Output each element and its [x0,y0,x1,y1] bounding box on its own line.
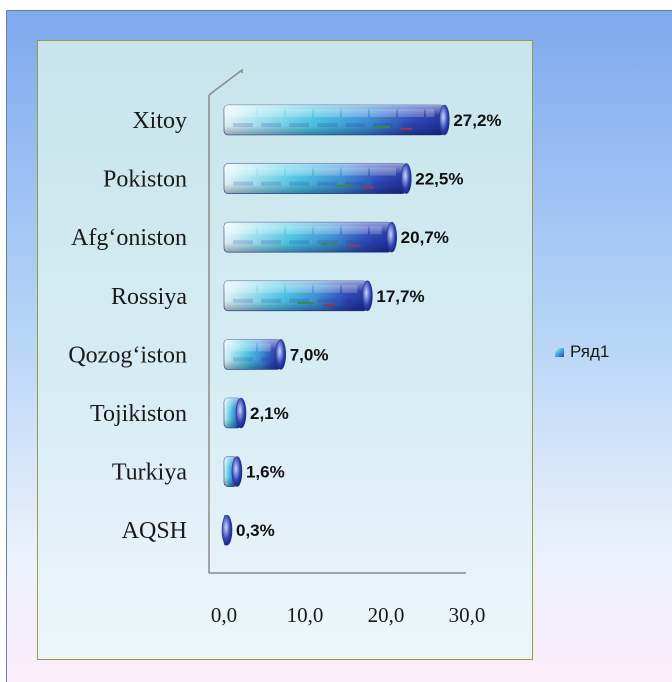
category-label-6: Tojikiston [90,401,187,427]
data-label-8: 0,3% [236,521,275,540]
bar-8 [221,514,233,546]
legend-swatch [555,347,564,357]
data-label-3: 20,7% [401,228,449,247]
data-label-5: 7,0% [290,345,329,364]
legend-label: Ряд1 [570,342,610,361]
frame-left-border [6,10,7,682]
legend: Ряд1 [555,342,609,362]
category-label-5: Qozog‘iston [68,342,187,368]
axis-wall [208,68,243,96]
bar-1 [223,104,450,136]
frame-top-border [6,10,672,11]
data-label-7: 1,6% [246,463,285,482]
data-label-1: 27,2% [453,111,501,130]
category-label-8: AQSH [122,518,187,544]
x-tick-label-3: 20,0 [368,603,405,627]
category-label-2: Pokiston [103,167,187,193]
category-label-7: Turkiya [112,460,187,486]
data-label-4: 17,7% [376,287,424,306]
category-label-4: Rossiya [111,284,187,310]
bar-7 [223,456,243,487]
bar-6 [223,397,247,429]
bar-4 [223,280,373,312]
x-tick-label-4: 30,0 [449,603,486,627]
data-label-2: 22,5% [415,170,463,189]
x-tick-label-1: 0,0 [211,603,237,627]
bar-2 [223,163,412,194]
category-label-3: Afg‘oniston [71,225,187,251]
category-label-1: Xitoy [132,108,187,134]
data-label-6: 2,1% [250,404,289,423]
x-tick-label-2: 10,0 [287,603,324,627]
bar-3 [223,221,397,253]
bar-5 [223,339,287,370]
